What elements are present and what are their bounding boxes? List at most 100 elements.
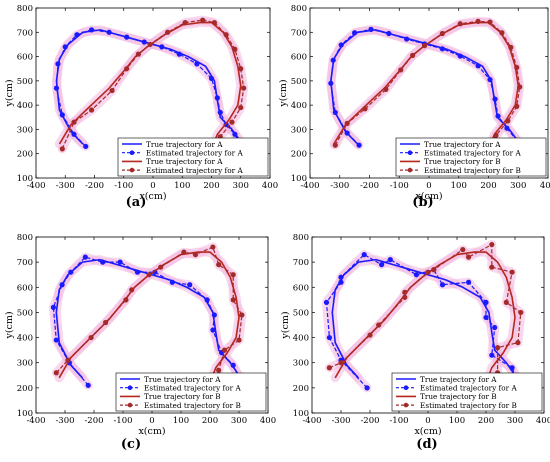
y-tick-label: 500	[293, 308, 309, 318]
legend-entry: True trajectory for A	[420, 375, 497, 384]
x-tick-label: 300	[510, 181, 526, 191]
data-point	[457, 53, 463, 59]
chart-panel-2: -400 -300 -200 -100 0 100 200 300 400 100 200 300 40…	[278, 4, 550, 210]
data-point	[376, 322, 382, 328]
data-point	[194, 61, 200, 67]
x-tick-label: 300	[233, 181, 249, 191]
data-point	[53, 370, 59, 376]
data-point	[489, 352, 495, 358]
x-tick-label: 300	[507, 416, 523, 426]
data-point	[460, 246, 466, 253]
data-point	[141, 39, 147, 45]
chart-panel-4: -400 -300 -200 -100 0 100 200 300 400 100 200 300 40…	[280, 233, 550, 452]
data-point	[50, 304, 57, 310]
data-point	[204, 297, 210, 303]
data-point	[214, 95, 220, 101]
data-point	[123, 297, 129, 303]
y-tick-label: 600	[17, 283, 33, 293]
data-point	[238, 104, 244, 111]
y-tick-label: 300	[17, 125, 33, 135]
data-point	[344, 130, 350, 136]
series-line-1	[331, 258, 519, 389]
legend-entry: Estimated trajectory for A	[424, 149, 521, 158]
legend-entry: True trajectory for B	[420, 392, 497, 401]
data-point	[328, 80, 334, 86]
y-tick-label: 200	[293, 384, 309, 394]
x-tick-label: -100	[390, 181, 409, 191]
data-point	[483, 314, 489, 321]
series-line-2	[330, 28, 524, 160]
data-point	[62, 44, 68, 50]
data-point	[499, 30, 505, 36]
x-tick-label: 400	[260, 416, 276, 426]
data-point	[147, 41, 153, 48]
data-point	[421, 43, 428, 49]
data-point	[368, 26, 374, 32]
data-point	[475, 63, 481, 69]
data-point	[386, 30, 392, 37]
data-point	[509, 269, 515, 275]
data-point	[134, 269, 141, 275]
data-point	[515, 340, 521, 346]
data-point	[475, 18, 481, 24]
data-point	[211, 312, 217, 318]
data-point	[466, 254, 472, 260]
y-tick-label: 200	[17, 384, 33, 394]
y-tick-label: 500	[17, 308, 33, 318]
data-point	[518, 309, 524, 316]
data-point	[338, 279, 344, 285]
x-tick-label: -100	[389, 416, 408, 426]
series-line-2	[52, 256, 246, 399]
data-point	[398, 67, 404, 73]
data-point	[439, 30, 445, 37]
y-tick-label: 700	[17, 258, 33, 268]
legend-entry: Estimated trajectory for A	[146, 166, 243, 175]
x-axis-label: x(cm)	[138, 426, 165, 437]
x-tick-label: 200	[203, 181, 219, 191]
y-tick-label: 100	[293, 409, 309, 419]
y-tick-label: 400	[291, 101, 307, 111]
panel-label: (a)	[126, 195, 147, 210]
data-point	[402, 289, 408, 295]
x-tick-label: -400	[302, 416, 321, 426]
data-point	[59, 112, 65, 118]
data-point	[103, 319, 109, 326]
legend-marker	[407, 167, 413, 173]
data-point	[504, 125, 510, 131]
data-point	[68, 269, 74, 275]
data-point	[169, 279, 175, 285]
y-tick-label: 600	[17, 53, 33, 63]
data-point	[85, 382, 91, 388]
legend-box	[395, 137, 547, 177]
data-point	[229, 119, 235, 125]
x-tick-label: 0	[426, 181, 431, 191]
data-point	[159, 44, 165, 50]
data-point	[217, 109, 223, 116]
data-point	[165, 29, 171, 35]
data-point	[431, 267, 437, 273]
chart-panel-3: -400 -300 -200 -100 0 100 200 300 400 100 200 300 40…	[4, 233, 276, 452]
data-point	[508, 44, 514, 50]
data-point	[182, 19, 188, 26]
panel-label: (c)	[121, 437, 141, 452]
data-point	[487, 77, 493, 83]
y-axis-label: y(cm)	[4, 311, 15, 339]
x-tick-label: -400	[26, 181, 45, 191]
x-tick-label: 400	[262, 181, 278, 191]
x-tick-label: 200	[202, 416, 218, 426]
x-axis-label: x(cm)	[415, 191, 442, 202]
data-point	[124, 66, 130, 72]
y-tick-label: 600	[293, 283, 309, 293]
legend-entry: True trajectory for A	[144, 375, 221, 384]
data-point	[387, 257, 393, 263]
y-tick-label: 500	[291, 77, 307, 87]
data-point	[439, 46, 445, 52]
legend-marker	[127, 385, 133, 391]
y-tick-label: 600	[291, 53, 307, 63]
series-line-3	[334, 251, 516, 384]
data-point	[514, 103, 520, 109]
data-point	[187, 282, 193, 288]
data-point	[82, 254, 88, 260]
x-tick-label: 100	[173, 416, 189, 426]
legend-entry: Estimated trajectory for B	[420, 401, 517, 410]
